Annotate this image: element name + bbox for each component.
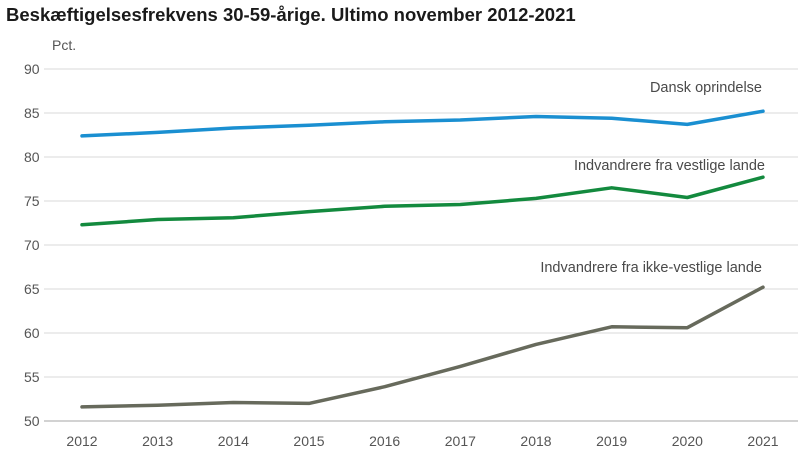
series-label-vestlige-lande: Indvandrere fra vestlige lande <box>574 158 765 174</box>
x-tick-label: 2013 <box>142 433 173 449</box>
y-tick-label: 85 <box>24 105 40 121</box>
x-tick-label: 2012 <box>66 433 97 449</box>
y-axis-ticks: 50 55 60 65 70 75 80 85 90 <box>24 61 40 429</box>
y-tick-label: 75 <box>24 193 40 209</box>
y-tick-label: 80 <box>24 149 40 165</box>
x-tick-label: 2016 <box>369 433 400 449</box>
y-tick-label: 65 <box>24 281 40 297</box>
x-tick-label: 2018 <box>520 433 551 449</box>
series-label-ikke-vestlige-lande: Indvandrere fra ikke-vestlige lande <box>540 260 762 276</box>
series-line-dansk-oprindelse <box>80 109 765 138</box>
y-tick-label: 55 <box>24 369 40 385</box>
x-tick-label: 2019 <box>596 433 627 449</box>
series-labels: Dansk oprindelse Indvandrere fra vestlige… <box>540 80 765 276</box>
x-axis-ticks: 2012 2013 2014 2015 2016 2017 2018 2019 2020 2021 <box>66 433 778 449</box>
y-tick-label: 50 <box>24 413 40 429</box>
series-line-ikke-vestlige-lande <box>80 285 765 409</box>
series-lines <box>80 109 765 409</box>
x-tick-label: 2015 <box>293 433 324 449</box>
y-tick-label: 70 <box>24 237 40 253</box>
x-tick-label: 2017 <box>445 433 476 449</box>
y-axis-unit-label: Pct. <box>52 37 76 53</box>
chart-title: Beskæftigelsesfrekvens 30-59-årige. Ulti… <box>6 4 576 25</box>
series-label-dansk-oprindelse: Dansk oprindelse <box>650 80 762 96</box>
series-line-vestlige-lande <box>80 175 765 227</box>
x-tick-label: 2014 <box>218 433 249 449</box>
x-tick-label: 2021 <box>747 433 778 449</box>
y-tick-label: 60 <box>24 325 40 341</box>
y-tick-label: 90 <box>24 61 40 77</box>
x-tick-label: 2020 <box>672 433 703 449</box>
